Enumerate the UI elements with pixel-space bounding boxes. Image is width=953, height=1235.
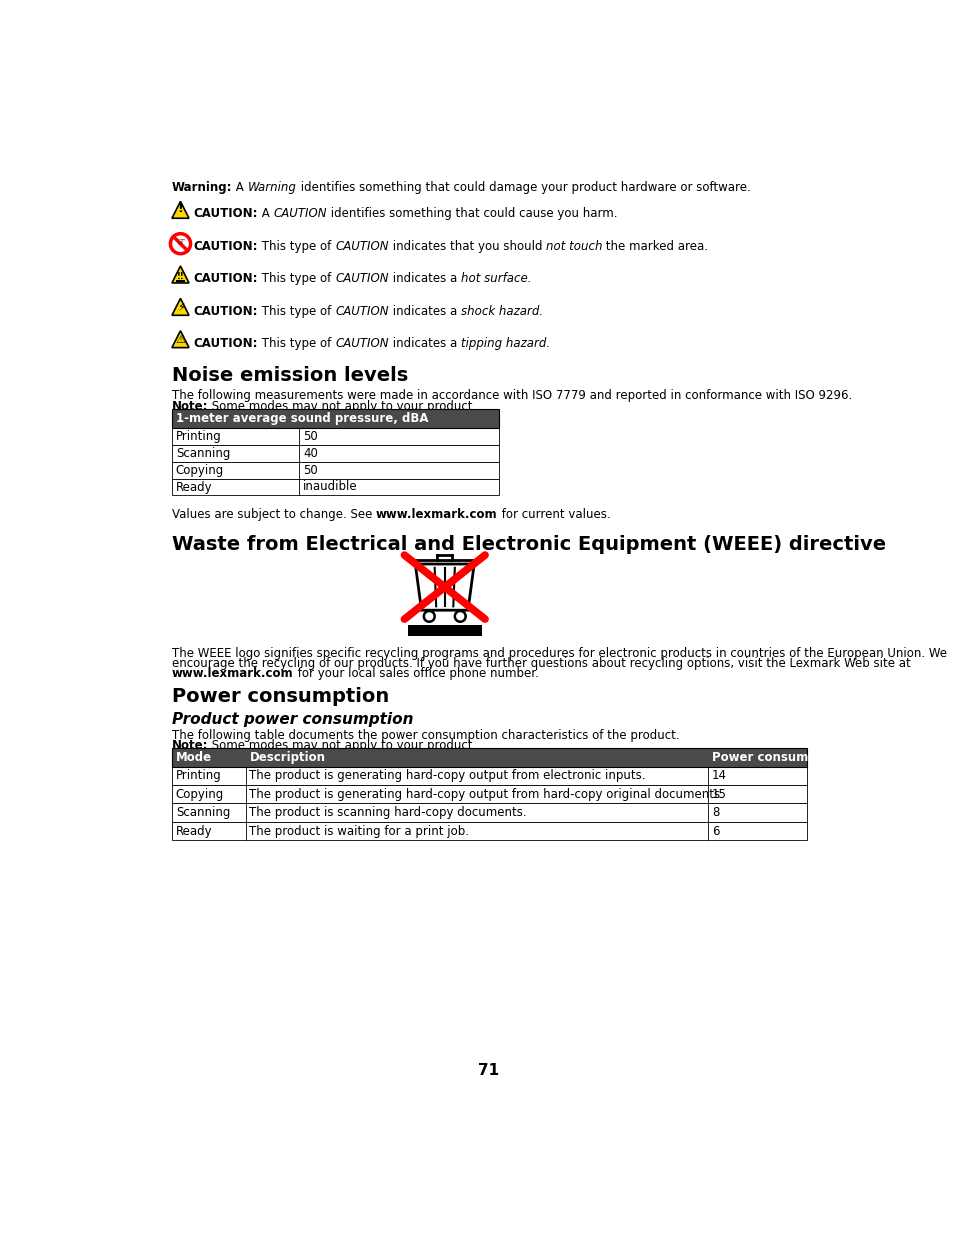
Bar [172, 427, 498, 445]
Text: Ready: Ready [175, 480, 213, 494]
Text: Mode: Mode [175, 751, 212, 763]
Text: indicates that you should: indicates that you should [388, 240, 545, 253]
Text: 14: 14 [711, 769, 726, 782]
Text: Printing: Printing [175, 430, 221, 442]
Circle shape [171, 233, 191, 253]
Bar [172, 409, 498, 427]
Text: 15: 15 [711, 788, 726, 800]
Text: hot surface.: hot surface. [460, 272, 531, 285]
Text: 6: 6 [711, 825, 719, 837]
Text: This type of: This type of [258, 240, 335, 253]
Text: Values are subject to change. See: Values are subject to change. See [172, 508, 375, 521]
Text: for your local sales office phone number.: for your local sales office phone number… [294, 667, 537, 680]
Text: indicates a: indicates a [388, 337, 460, 350]
Text: www.lexmark.com: www.lexmark.com [375, 508, 497, 521]
Text: encourage the recycling of our products. If you have further questions about rec: encourage the recycling of our products.… [172, 657, 910, 671]
Text: identifies something that could damage your product hardware or software.: identifies something that could damage y… [296, 180, 750, 194]
Text: Some modes may not apply to your product.: Some modes may not apply to your product… [209, 739, 476, 752]
Text: Product power consumption: Product power consumption [172, 711, 413, 727]
Polygon shape [415, 564, 474, 610]
Text: Power consumption: Power consumption [172, 687, 389, 706]
Bar [407, 625, 481, 636]
Text: CAUTION: CAUTION [335, 337, 388, 350]
Text: CAUTION:: CAUTION: [193, 337, 258, 350]
Text: indicates a: indicates a [388, 272, 460, 285]
Text: !: ! [177, 203, 183, 215]
Text: CAUTION:: CAUTION: [193, 272, 258, 285]
Text: CAUTION:: CAUTION: [193, 207, 258, 221]
Text: Printing: Printing [175, 769, 221, 782]
Text: Waste from Electrical and Electronic Equipment (WEEE) directive: Waste from Electrical and Electronic Equ… [172, 535, 885, 553]
Bar [172, 445, 498, 462]
Text: Some modes may not apply to your product.: Some modes may not apply to your product… [209, 400, 476, 412]
Text: 50: 50 [303, 463, 317, 477]
Text: CAUTION: CAUTION [335, 305, 388, 317]
Text: Power consumption (Watts): Power consumption (Watts) [711, 751, 896, 763]
Text: CAUTION: CAUTION [335, 240, 388, 253]
Text: A: A [233, 180, 248, 194]
Text: 40: 40 [303, 447, 317, 459]
Text: The WEEE logo signifies specific recycling programs and procedures for electroni: The WEEE logo signifies specific recycli… [172, 647, 946, 661]
Text: Copying: Copying [175, 463, 224, 477]
Text: CAUTION: CAUTION [335, 272, 388, 285]
Text: The product is waiting for a print job.: The product is waiting for a print job. [249, 825, 469, 837]
Text: 71: 71 [477, 1062, 499, 1078]
Polygon shape [172, 266, 189, 283]
Circle shape [423, 611, 435, 621]
Bar [172, 748, 806, 767]
Bar [172, 462, 498, 478]
Bar [175, 280, 185, 282]
Text: Warning:: Warning: [172, 180, 233, 194]
Text: The following table documents the power consumption characteristics of the produ: The following table documents the power … [172, 729, 679, 742]
Text: identifies something that could cause you harm.: identifies something that could cause yo… [327, 207, 617, 221]
Text: Description: Description [249, 751, 325, 763]
Text: Note:: Note: [172, 400, 209, 412]
Text: The following measurements were made in accordance with ISO 7779 and reported in: The following measurements were made in … [172, 389, 851, 403]
Text: Noise emission levels: Noise emission levels [172, 366, 408, 385]
Bar [172, 767, 806, 785]
Text: Warning: Warning [248, 180, 296, 194]
Text: not touch: not touch [545, 240, 601, 253]
Text: A: A [258, 207, 274, 221]
Text: CAUTION: CAUTION [274, 207, 327, 221]
Polygon shape [172, 299, 189, 315]
Text: Scanning: Scanning [175, 806, 230, 819]
Text: Copying: Copying [175, 788, 224, 800]
Text: ⚡: ⚡ [176, 303, 184, 312]
Text: The product is generating hard-copy output from electronic inputs.: The product is generating hard-copy outp… [249, 769, 645, 782]
Polygon shape [172, 331, 189, 347]
Text: This type of: This type of [258, 337, 335, 350]
Text: 8: 8 [711, 806, 719, 819]
Text: for current values.: for current values. [497, 508, 610, 521]
Text: 1-meter average sound pressure, dBA: 1-meter average sound pressure, dBA [175, 412, 428, 425]
Text: indicates a: indicates a [388, 305, 460, 317]
Text: shock hazard.: shock hazard. [460, 305, 542, 317]
Text: ☞: ☞ [176, 237, 185, 247]
Text: The product is generating hard-copy output from hard-copy original documents.: The product is generating hard-copy outp… [249, 788, 723, 800]
Polygon shape [172, 201, 189, 219]
Circle shape [455, 611, 465, 621]
Bar [172, 804, 806, 823]
Text: CAUTION:: CAUTION: [193, 240, 258, 253]
Text: tipping hazard.: tipping hazard. [460, 337, 549, 350]
Text: This type of: This type of [258, 272, 335, 285]
Text: Note:: Note: [172, 739, 209, 752]
Text: CAUTION:: CAUTION: [193, 305, 258, 317]
Bar [172, 478, 498, 495]
Text: The product is scanning hard-copy documents.: The product is scanning hard-copy docume… [249, 806, 526, 819]
Bar [172, 823, 806, 841]
Bar [172, 785, 806, 804]
Text: 50: 50 [303, 430, 317, 442]
Text: the marked area.: the marked area. [601, 240, 708, 253]
Text: www.lexmark.com: www.lexmark.com [172, 667, 294, 680]
Text: Ready: Ready [175, 825, 213, 837]
Text: !!: !! [176, 272, 184, 280]
Text: inaudible: inaudible [303, 480, 357, 494]
Text: ⚠: ⚠ [175, 336, 185, 346]
Text: Scanning: Scanning [175, 447, 230, 459]
Text: This type of: This type of [258, 305, 335, 317]
